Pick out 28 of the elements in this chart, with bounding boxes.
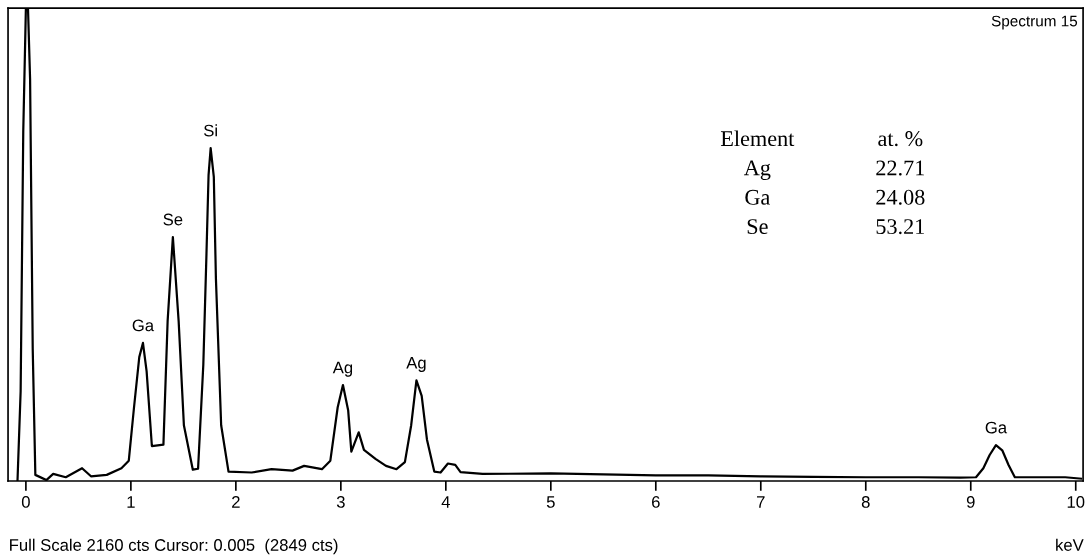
annotation: Se <box>747 219 768 235</box>
chart-title: Spectrum 15 <box>991 15 1078 30</box>
x-tick-label: 4 <box>441 496 450 508</box>
annotation: 53.21 <box>876 219 924 235</box>
annotation: Ga <box>985 421 1008 434</box>
x-tick-label: 8 <box>861 496 870 508</box>
annotation: 24.08 <box>876 189 925 205</box>
annotation: Ag <box>332 361 353 377</box>
x-tick-label: 0 <box>21 496 30 508</box>
x-tick-label: 3 <box>336 496 345 508</box>
x-tick-label: 2 <box>232 496 240 508</box>
x-axis-title: keV <box>1056 538 1084 551</box>
annotation: Ga <box>132 319 155 332</box>
x-tick-label: 1 <box>127 496 135 508</box>
x-tick-label: 10 <box>1067 496 1085 508</box>
x-tick-label: 9 <box>966 496 975 508</box>
annotation: Ga <box>745 189 770 205</box>
x-tick-label: 7 <box>757 496 765 508</box>
annotation: Si <box>204 124 217 137</box>
text: Full Scale 2160 cts Cursor: 0.005 (2849 cts) <box>10 538 338 555</box>
x-tick-label: 6 <box>652 496 660 508</box>
annotation: Se <box>163 213 183 226</box>
x-tick-label: 5 <box>546 496 555 508</box>
annotation: Ag <box>406 357 426 372</box>
annotation: Element <box>720 130 795 147</box>
annotation: Ag <box>743 160 771 180</box>
annotation: at. % <box>878 131 923 147</box>
annotation: 22.71 <box>876 160 924 176</box>
